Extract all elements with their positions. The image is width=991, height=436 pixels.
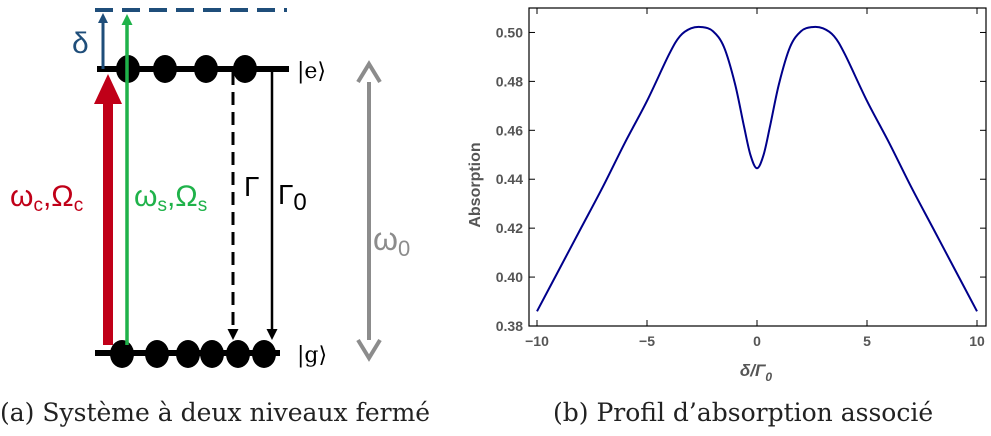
atom-dot <box>252 340 276 368</box>
decay0-label: Γ0 <box>278 179 307 216</box>
state-lower-label: |g⟩ <box>297 343 327 368</box>
absorption-chart: −10 −5 0 5 10 0.38 0.40 0.42 0.44 0.46 0.48 0.50 Ab… <box>467 7 987 384</box>
ground-atoms <box>110 340 276 368</box>
coupling-arrow <box>94 74 122 345</box>
transition-label: ω0 <box>373 221 410 261</box>
x-tick-label: −5 <box>639 333 655 349</box>
y-tick-label: 0.40 <box>496 269 523 285</box>
atom-dot <box>110 340 134 368</box>
signal-label: ωs,Ωs <box>134 180 207 216</box>
transition-double-arrow <box>356 60 382 362</box>
y-tick-label: 0.46 <box>496 122 523 138</box>
caption-left: (a) Système à deux niveaux fermé <box>0 398 430 427</box>
y-tick-label: 0.50 <box>496 24 523 40</box>
y-tick-label: 0.42 <box>496 220 523 236</box>
chart-marks: −10 −5 0 5 10 0.38 0.40 0.42 0.44 0.46 0.48 0.50 <box>496 8 986 349</box>
y-axis-label: Absorption <box>467 142 484 227</box>
x-tick-label: −10 <box>525 333 549 349</box>
atom-dot <box>233 55 257 83</box>
y-tick-label: 0.38 <box>496 318 523 334</box>
atom-dot <box>194 55 218 83</box>
atom-dot <box>226 340 250 368</box>
atom-dot <box>153 55 177 83</box>
x-tick-label: 0 <box>753 333 761 349</box>
y-tick-label: 0.48 <box>496 73 523 89</box>
x-axis-label: δ/Γ0 <box>740 361 772 384</box>
excited-atoms <box>116 55 257 83</box>
state-upper-label: |e⟩ <box>297 59 326 84</box>
atom-dot <box>176 340 200 368</box>
coupling-label: ωc,Ωc <box>10 180 83 216</box>
caption-right: (b) Profil d’absorption associé <box>553 398 933 427</box>
y-tick-label: 0.44 <box>496 171 523 187</box>
decay-label: Γ <box>244 171 259 202</box>
x-tick-label: 5 <box>863 333 871 349</box>
x-tick-label: 10 <box>969 333 985 349</box>
atom-dot <box>145 340 169 368</box>
atom-dot <box>200 340 224 368</box>
detuning-label: δ <box>72 27 89 60</box>
level-diagram: |e⟩ |g⟩ δ ωc,Ωc ωs,Ωs Γ Γ0 ω0 <box>10 8 410 368</box>
absorption-curve <box>536 25 978 312</box>
